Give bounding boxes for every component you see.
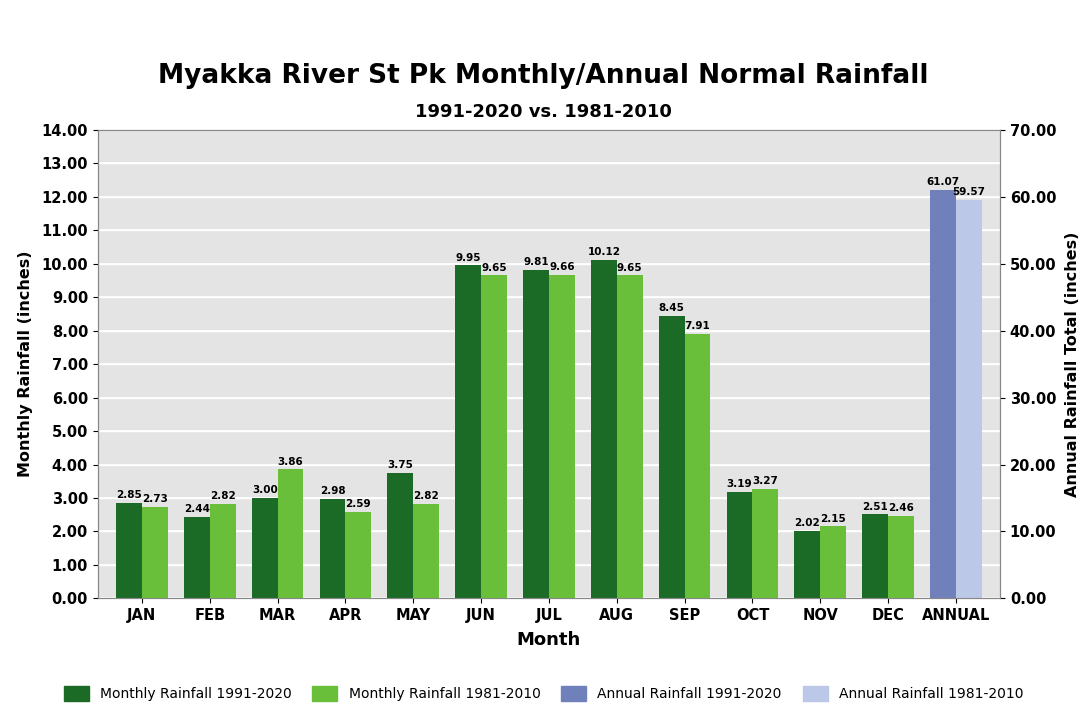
Bar [795,531,821,598]
Bar [413,504,439,598]
Text: 2.82: 2.82 [210,491,236,501]
Bar [387,473,413,598]
Text: 2.73: 2.73 [142,495,167,505]
Text: 3.00: 3.00 [252,485,277,495]
X-axis label: Month: Month [516,632,582,650]
Text: 9.81: 9.81 [523,257,549,267]
Bar [752,489,778,598]
Bar [549,275,575,598]
Bar [659,316,685,598]
Text: 59.57: 59.57 [952,187,985,197]
Bar [142,507,167,598]
Text: Myakka River St Pk Monthly/Annual Normal Rainfall: Myakka River St Pk Monthly/Annual Normal… [159,63,928,89]
Text: 61.07: 61.07 [926,177,960,187]
Bar [727,492,752,598]
Bar [277,469,303,598]
Text: 2.51: 2.51 [862,502,888,512]
Text: 2.44: 2.44 [184,504,210,514]
Text: 7.91: 7.91 [685,321,711,331]
Y-axis label: Annual Rainfall Total (inches): Annual Rainfall Total (inches) [1065,231,1079,497]
Text: 2.46: 2.46 [888,503,914,513]
Text: 9.65: 9.65 [482,262,507,273]
Y-axis label: Monthly Rainfall (inches): Monthly Rainfall (inches) [18,251,33,477]
Bar [821,526,846,598]
Bar [955,200,982,598]
Bar [320,499,346,598]
Text: 3.27: 3.27 [752,477,778,486]
Text: 2.59: 2.59 [346,499,371,509]
Bar [930,190,955,598]
Text: 2.02: 2.02 [795,518,821,528]
Bar [346,512,371,598]
Text: 2.98: 2.98 [320,486,346,496]
Legend: Monthly Rainfall 1991-2020, Monthly Rainfall 1981-2010, Annual Rainfall 1991-202: Monthly Rainfall 1991-2020, Monthly Rain… [59,681,1028,707]
Bar [591,260,616,598]
Bar [210,504,236,598]
Bar [685,334,711,598]
Text: 1991-2020 vs. 1981-2010: 1991-2020 vs. 1981-2010 [415,103,672,120]
Bar [116,503,142,598]
Text: 3.86: 3.86 [277,456,303,466]
Bar [888,516,914,598]
Text: 2.15: 2.15 [821,514,846,523]
Text: 2.82: 2.82 [413,491,439,501]
Bar [455,265,482,598]
Text: 3.75: 3.75 [387,460,413,470]
Text: 8.45: 8.45 [659,303,685,313]
Text: 2.85: 2.85 [116,490,142,500]
Text: 10.12: 10.12 [587,247,621,257]
Bar [616,275,642,598]
Bar [482,275,507,598]
Bar [184,517,210,598]
Bar [523,270,549,598]
Bar [862,514,888,598]
Text: 9.66: 9.66 [549,262,575,273]
Bar [252,498,277,598]
Text: 9.65: 9.65 [616,262,642,273]
Text: 9.95: 9.95 [455,252,480,262]
Text: 3.19: 3.19 [727,479,752,489]
